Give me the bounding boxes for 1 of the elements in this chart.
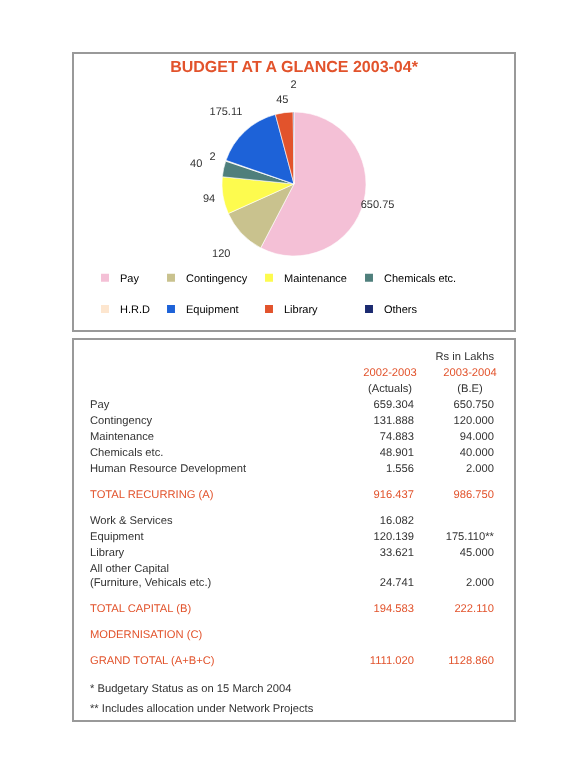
chart-title: BUDGET AT A GLANCE 2003-04* [170,58,420,76]
